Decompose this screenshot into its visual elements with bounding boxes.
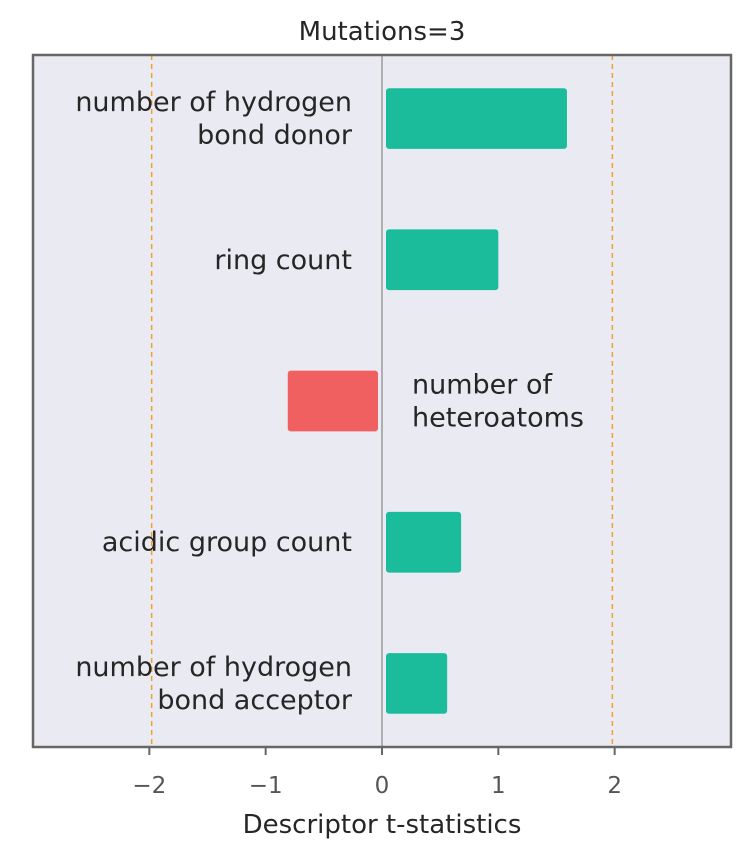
x-tick-label-2: −1: [249, 773, 283, 799]
x-tick-label-1: −2: [132, 773, 166, 799]
bar-label-1: number of hydrogen bond donor: [75, 87, 353, 151]
bar-label-3: number of heteroatoms: [412, 370, 584, 434]
x-axis-label: Descriptor t-statistics: [243, 810, 522, 840]
chart-title: Mutations=3: [299, 17, 466, 47]
bar-2: [386, 229, 499, 291]
x-tick-label-4: 1: [491, 773, 506, 799]
bar-4: [386, 511, 462, 573]
bar-label-4: acidic group count: [102, 527, 352, 558]
bar-5: [386, 653, 448, 714]
x-tick-label-3: 0: [375, 773, 390, 799]
bar-label-2: ring count: [214, 245, 352, 276]
x-tick-label-5: 2: [607, 773, 622, 799]
bar-3: [287, 370, 378, 432]
bar-1: [386, 88, 567, 149]
bar-label-5: number of hydrogen bond acceptor: [75, 652, 353, 716]
